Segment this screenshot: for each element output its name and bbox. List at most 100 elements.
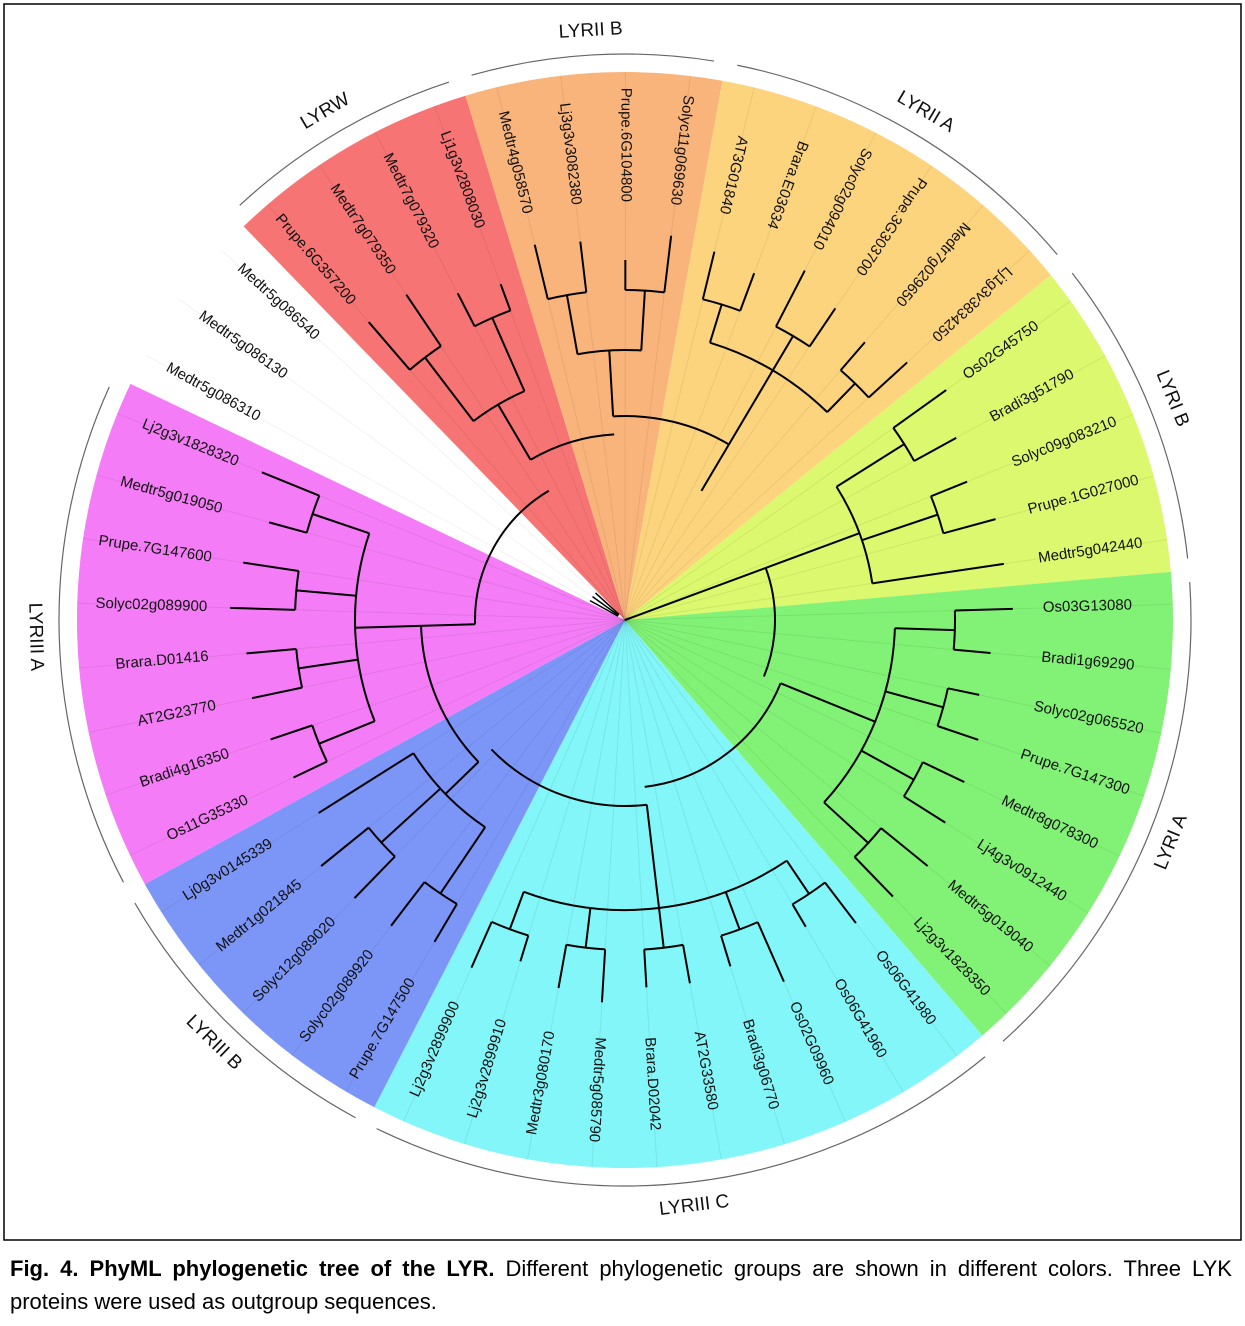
leaf-guide bbox=[624, 619, 1051, 967]
leaf-guide bbox=[624, 619, 1171, 670]
branch bbox=[756, 921, 785, 983]
tree bbox=[230, 235, 1013, 1003]
branch bbox=[765, 532, 860, 569]
branch bbox=[868, 361, 908, 399]
branch bbox=[305, 495, 321, 533]
branch bbox=[519, 935, 530, 962]
clade-wedge bbox=[76, 383, 625, 885]
branch bbox=[892, 427, 916, 462]
branch bbox=[246, 647, 297, 655]
leaf-guide bbox=[291, 619, 626, 1056]
branch bbox=[930, 495, 945, 534]
leaf-label: Solyc02g089900 bbox=[95, 595, 207, 615]
branch bbox=[318, 795, 347, 814]
branch bbox=[640, 290, 646, 351]
clade-label: LYRW bbox=[297, 89, 354, 134]
leaf-guide bbox=[220, 249, 626, 621]
clade-label: LYRI A bbox=[1150, 811, 1191, 873]
clade-wedge bbox=[465, 71, 723, 620]
branch bbox=[625, 289, 665, 294]
clade-label: LYRIII C bbox=[658, 1191, 730, 1220]
clade-label: LYRI B bbox=[1152, 367, 1194, 429]
clade-wedge bbox=[625, 80, 1051, 620]
branch bbox=[424, 356, 475, 422]
branch bbox=[390, 881, 426, 927]
branch bbox=[947, 687, 980, 696]
leaf-guide bbox=[624, 106, 817, 621]
branch bbox=[780, 682, 876, 723]
branch bbox=[771, 335, 794, 371]
branch bbox=[380, 787, 442, 844]
tree-figure: Os02G45750Bradi3g51790Solyc09g083210Prup… bbox=[3, 3, 1242, 1241]
branch bbox=[953, 648, 991, 654]
leaf-guide bbox=[83, 538, 626, 621]
branch bbox=[724, 891, 741, 930]
branch bbox=[922, 761, 965, 783]
branch bbox=[775, 325, 811, 348]
leaf-guide bbox=[179, 299, 626, 621]
branch bbox=[644, 682, 782, 788]
branch bbox=[930, 480, 968, 498]
branch bbox=[523, 859, 788, 911]
branch bbox=[624, 566, 767, 621]
branch bbox=[826, 382, 856, 413]
branch bbox=[367, 827, 396, 858]
branch bbox=[835, 443, 905, 488]
branch bbox=[474, 309, 511, 328]
leaf-guide bbox=[624, 204, 984, 621]
branch bbox=[293, 760, 328, 779]
branch bbox=[320, 826, 370, 867]
clade-arc bbox=[1071, 272, 1189, 559]
caption-label: Fig. 4. PhyML phylogenetic tree of the L… bbox=[10, 1256, 495, 1281]
branch bbox=[739, 272, 756, 312]
leaf-guide bbox=[318, 164, 626, 621]
clade-wedge bbox=[374, 620, 983, 1168]
branch bbox=[589, 599, 619, 617]
branch bbox=[785, 860, 810, 895]
branch bbox=[595, 592, 620, 616]
leaf-guide bbox=[624, 619, 904, 1093]
leaf-guide bbox=[624, 355, 1106, 621]
leaf-guide bbox=[624, 619, 1007, 1014]
figure-border bbox=[3, 3, 1242, 1241]
branch bbox=[702, 298, 741, 312]
leaf-guide bbox=[624, 619, 1120, 857]
clade-arc bbox=[58, 386, 124, 883]
branch bbox=[903, 795, 946, 824]
leaf-label: Os03G13080 bbox=[1043, 596, 1133, 616]
clade-wedge bbox=[144, 620, 625, 1108]
branch bbox=[243, 561, 299, 572]
leaf-guide bbox=[198, 619, 626, 966]
leaf-guide bbox=[267, 204, 626, 621]
clade-label: LYRII A bbox=[893, 87, 958, 137]
branch bbox=[839, 341, 866, 371]
branch bbox=[530, 433, 615, 461]
branch bbox=[700, 369, 774, 492]
clade-arc bbox=[1002, 582, 1192, 1042]
clade-arc bbox=[376, 1056, 986, 1187]
branch bbox=[663, 235, 673, 293]
branch bbox=[792, 881, 826, 906]
branch bbox=[270, 724, 313, 741]
branch bbox=[261, 471, 320, 497]
clade-arc bbox=[134, 902, 356, 1119]
leaf-guide bbox=[88, 619, 626, 733]
leaf-guide bbox=[624, 603, 1173, 621]
branch bbox=[405, 294, 442, 347]
leaf-guide bbox=[591, 619, 626, 1168]
branch bbox=[565, 294, 579, 355]
branch bbox=[533, 244, 549, 300]
branch bbox=[840, 369, 870, 399]
branch bbox=[913, 436, 957, 462]
leaf-guide bbox=[345, 619, 626, 1092]
leaf-guide bbox=[624, 414, 1134, 621]
leaf-guide bbox=[624, 87, 755, 621]
branch bbox=[658, 907, 665, 948]
branch bbox=[937, 725, 979, 741]
branch bbox=[592, 596, 619, 616]
caption: Fig. 4. PhyML phylogenetic tree of the L… bbox=[10, 1252, 1232, 1318]
clade-arc bbox=[471, 53, 715, 76]
branch bbox=[643, 949, 648, 988]
leaf-guide bbox=[79, 619, 626, 669]
branch bbox=[433, 903, 458, 943]
